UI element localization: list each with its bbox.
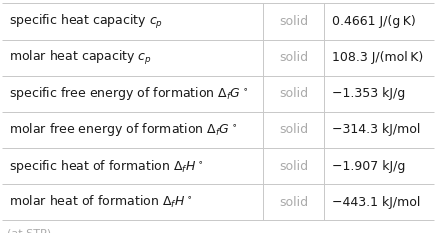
Text: solid: solid (279, 160, 308, 172)
Text: solid: solid (279, 196, 308, 209)
Text: −314.3 kJ/mol: −314.3 kJ/mol (332, 123, 420, 136)
Text: solid: solid (279, 123, 308, 136)
Text: solid: solid (279, 51, 308, 64)
Text: molar heat capacity $c_p$: molar heat capacity $c_p$ (9, 49, 152, 67)
Text: specific heat capacity $c_p$: specific heat capacity $c_p$ (9, 13, 163, 31)
Text: specific heat of formation $\Delta_f H^\circ$: specific heat of formation $\Delta_f H^\… (9, 158, 203, 175)
Text: (at STP): (at STP) (7, 228, 51, 233)
Text: solid: solid (279, 87, 308, 100)
Text: −1.353 kJ/g: −1.353 kJ/g (332, 87, 405, 100)
Text: molar free energy of formation $\Delta_f G^\circ$: molar free energy of formation $\Delta_f… (9, 121, 237, 138)
Text: specific free energy of formation $\Delta_f G^\circ$: specific free energy of formation $\Delt… (9, 85, 248, 102)
Text: solid: solid (279, 15, 308, 28)
Text: 108.3 J/(mol K): 108.3 J/(mol K) (332, 51, 423, 64)
Text: 0.4661 J/(g K): 0.4661 J/(g K) (332, 15, 416, 28)
Text: −443.1 kJ/mol: −443.1 kJ/mol (332, 196, 420, 209)
Text: −1.907 kJ/g: −1.907 kJ/g (332, 160, 405, 172)
Text: molar heat of formation $\Delta_f H^\circ$: molar heat of formation $\Delta_f H^\cir… (9, 194, 192, 210)
